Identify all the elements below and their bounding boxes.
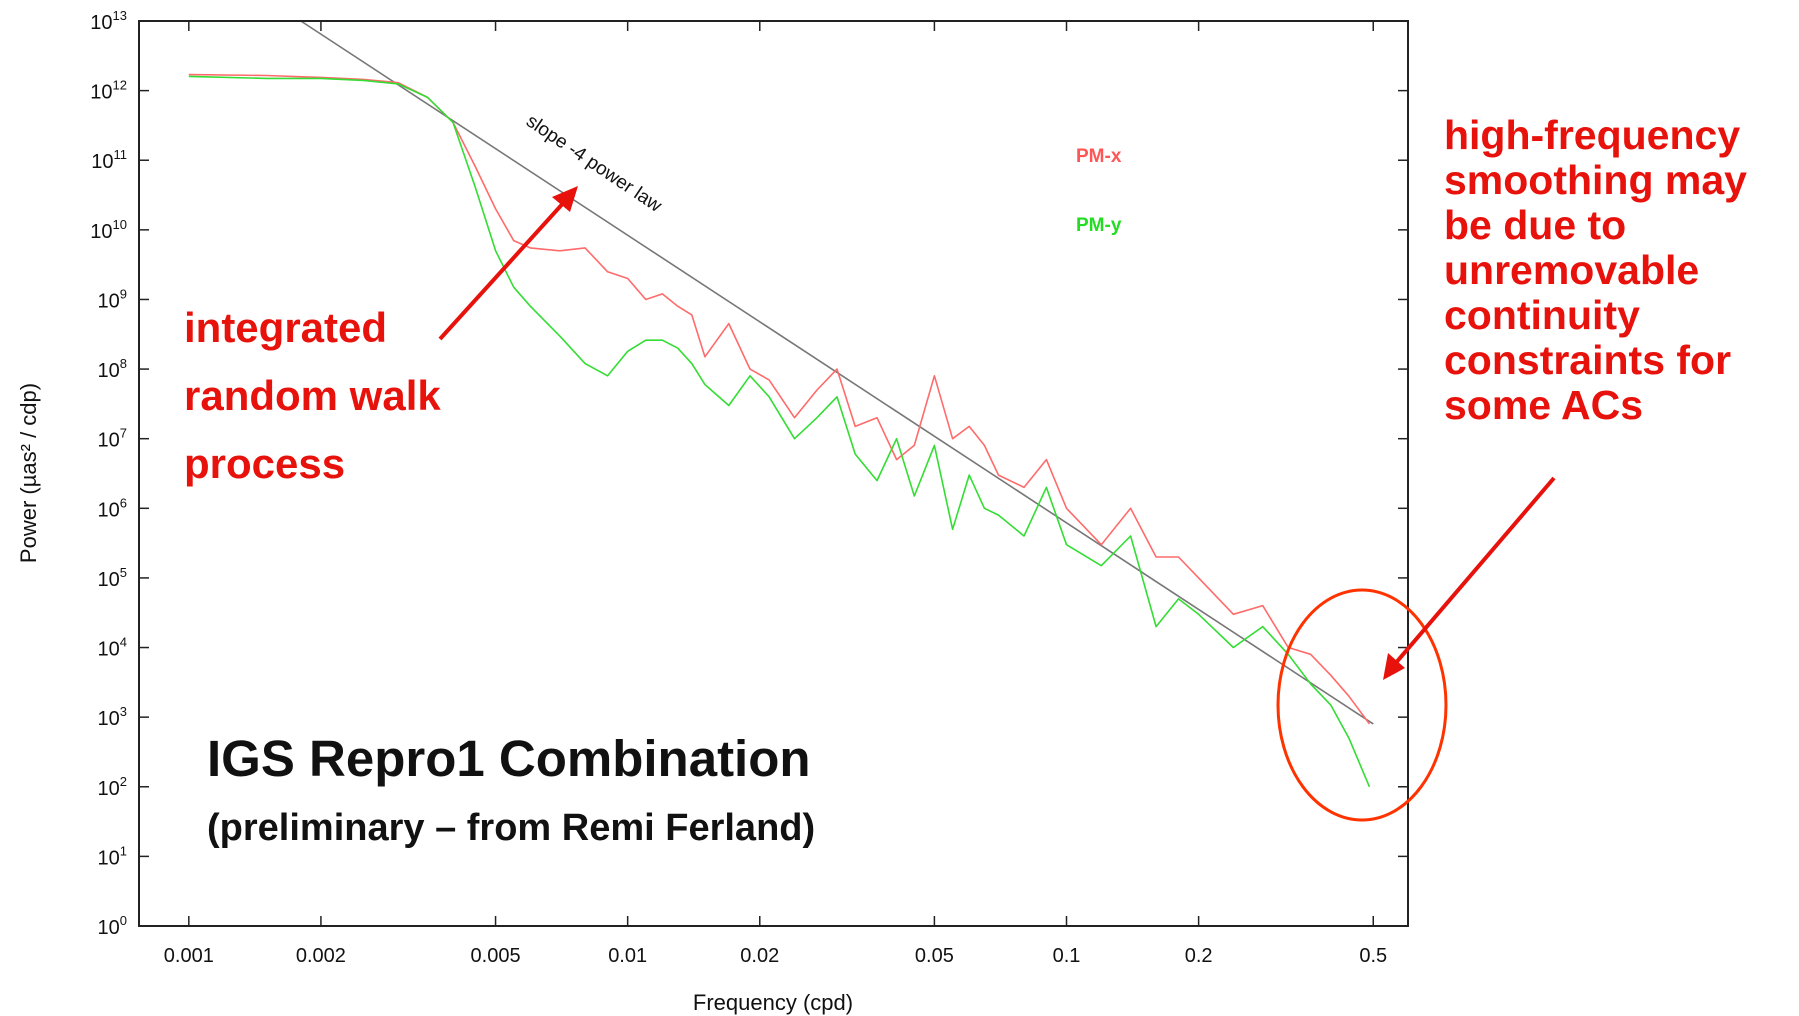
y-tick-label: 107 <box>98 426 127 452</box>
annotation-line: unremovable <box>1444 247 1700 293</box>
y-tick-label: 1011 <box>91 147 127 173</box>
legend-entry-pm-y: PM-y <box>1076 215 1122 236</box>
arrow-right-head <box>1383 653 1405 680</box>
x-tick-label: 0.001 <box>164 945 214 967</box>
y-tick-label: 109 <box>98 286 127 312</box>
caption-subtitle: (preliminary – from Remi Ferland) <box>207 807 816 849</box>
y-tick-label: 1010 <box>90 217 127 243</box>
x-tick-label: 0.5 <box>1359 945 1387 967</box>
caption-title: IGS Repro1 Combination <box>207 730 811 787</box>
x-tick-label: 0.002 <box>296 945 346 967</box>
annotation-line: high-frequency <box>1444 112 1741 158</box>
annotation-line: integrated <box>184 304 388 351</box>
y-tick-label: 1012 <box>90 78 127 104</box>
arrow-right-shaft <box>1392 476 1556 667</box>
annotation-line: constraints for <box>1444 337 1732 383</box>
annotation-random-walk: integrated random walk process <box>184 294 441 498</box>
series-line-pm-x <box>188 73 1371 725</box>
y-tick-label: 102 <box>98 774 127 800</box>
x-tick-label: 0.05 <box>915 945 954 967</box>
annotation-line: random walk <box>184 372 441 419</box>
annotation-line: be due to <box>1444 202 1627 248</box>
arrow-left-head <box>552 186 578 212</box>
annotation-high-frequency: high-frequency smoothing may be due to u… <box>1444 113 1747 428</box>
y-tick-label: 103 <box>98 704 127 730</box>
x-tick-label: 0.1 <box>1053 945 1081 967</box>
high-frequency-ellipse <box>1276 588 1448 822</box>
x-axis-title: Frequency (cpd) <box>693 990 853 1015</box>
annotation-line: process <box>184 440 346 487</box>
y-tick-label: 101 <box>98 843 127 869</box>
arrow-left-shaft <box>438 198 568 341</box>
reference-line-label: slope -4 power law <box>522 111 665 217</box>
legend-entry-pm-x: PM-x <box>1076 146 1122 167</box>
annotation-line: smoothing may <box>1444 157 1747 203</box>
y-tick-label: 1013 <box>90 8 127 34</box>
y-tick-label: 100 <box>98 913 127 939</box>
y-tick-label: 105 <box>98 565 127 591</box>
y-tick-label: 108 <box>98 356 127 382</box>
y-axis-title: Power (µas² / cdp) <box>16 383 41 563</box>
y-tick-label: 106 <box>98 495 127 521</box>
plot-frame <box>138 20 1409 927</box>
annotation-line: some ACs <box>1444 382 1643 428</box>
annotation-line: continuity <box>1444 292 1640 338</box>
x-tick-label: 0.01 <box>608 945 647 967</box>
x-tick-label: 0.2 <box>1185 945 1213 967</box>
x-tick-label: 0.02 <box>740 945 779 967</box>
series-line-pm-y <box>188 75 1371 788</box>
x-tick-label: 0.005 <box>471 945 521 967</box>
reference-line <box>300 20 1374 725</box>
y-tick-label: 104 <box>98 635 127 661</box>
